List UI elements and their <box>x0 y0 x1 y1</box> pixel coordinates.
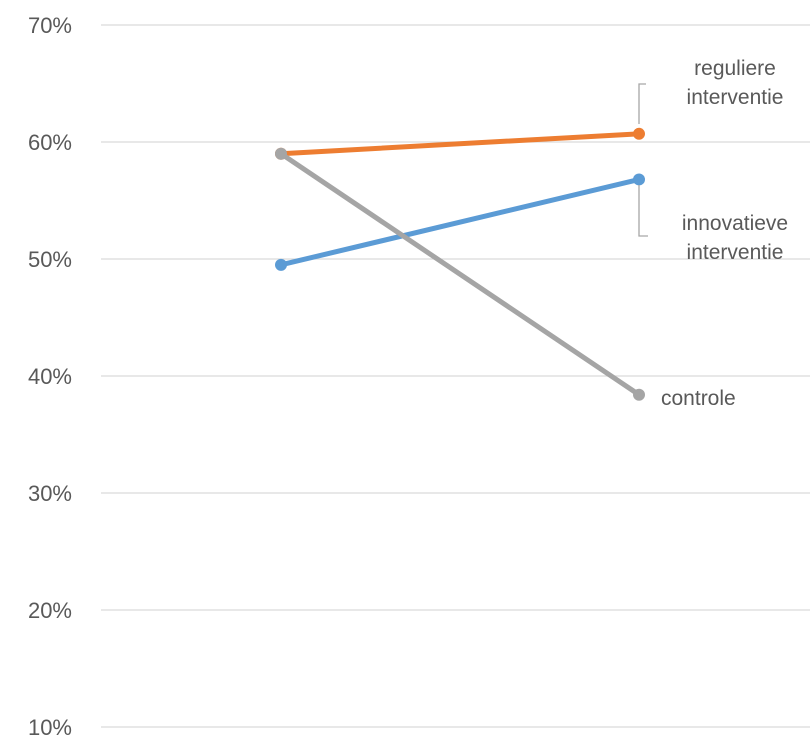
data-point-blue <box>275 258 287 271</box>
data-point-gray <box>275 147 287 160</box>
y-tick-label: 70% <box>28 13 72 38</box>
series-label-line: interventie <box>687 241 784 264</box>
y-tick-label: 50% <box>28 247 72 272</box>
series-label-line: controle <box>661 387 736 410</box>
series-line-orange <box>278 131 642 157</box>
series-label-gray: controle <box>661 387 736 410</box>
series-label-orange: reguliere interventie <box>687 57 784 109</box>
series-label-line: reguliere <box>694 57 776 80</box>
series-line-gray <box>278 151 642 398</box>
label-connector-blue <box>638 185 648 237</box>
series-label-blue: innovatieve interventie <box>682 212 788 264</box>
y-tick-label: 10% <box>28 715 72 735</box>
series-label-line: innovatieve <box>682 212 788 235</box>
label-connector-orange <box>638 83 646 124</box>
data-point-orange <box>633 127 645 140</box>
data-point-gray <box>633 388 645 401</box>
label-connectors <box>638 83 648 237</box>
y-tick-label: 60% <box>28 130 72 155</box>
y-tick-label: 40% <box>28 364 72 389</box>
series-label-line: interventie <box>687 86 784 109</box>
data-point-blue <box>633 173 645 186</box>
y-tick-label: 30% <box>28 481 72 506</box>
gridlines <box>101 24 810 728</box>
series-lines <box>275 127 645 401</box>
y-axis-labels: 10% 20% 30% 40% 50% 60% 70% <box>28 13 72 735</box>
series-labels: reguliere interventie innovatieve intervent… <box>661 57 788 410</box>
y-tick-label: 20% <box>28 598 72 623</box>
series-line-blue <box>278 176 642 268</box>
